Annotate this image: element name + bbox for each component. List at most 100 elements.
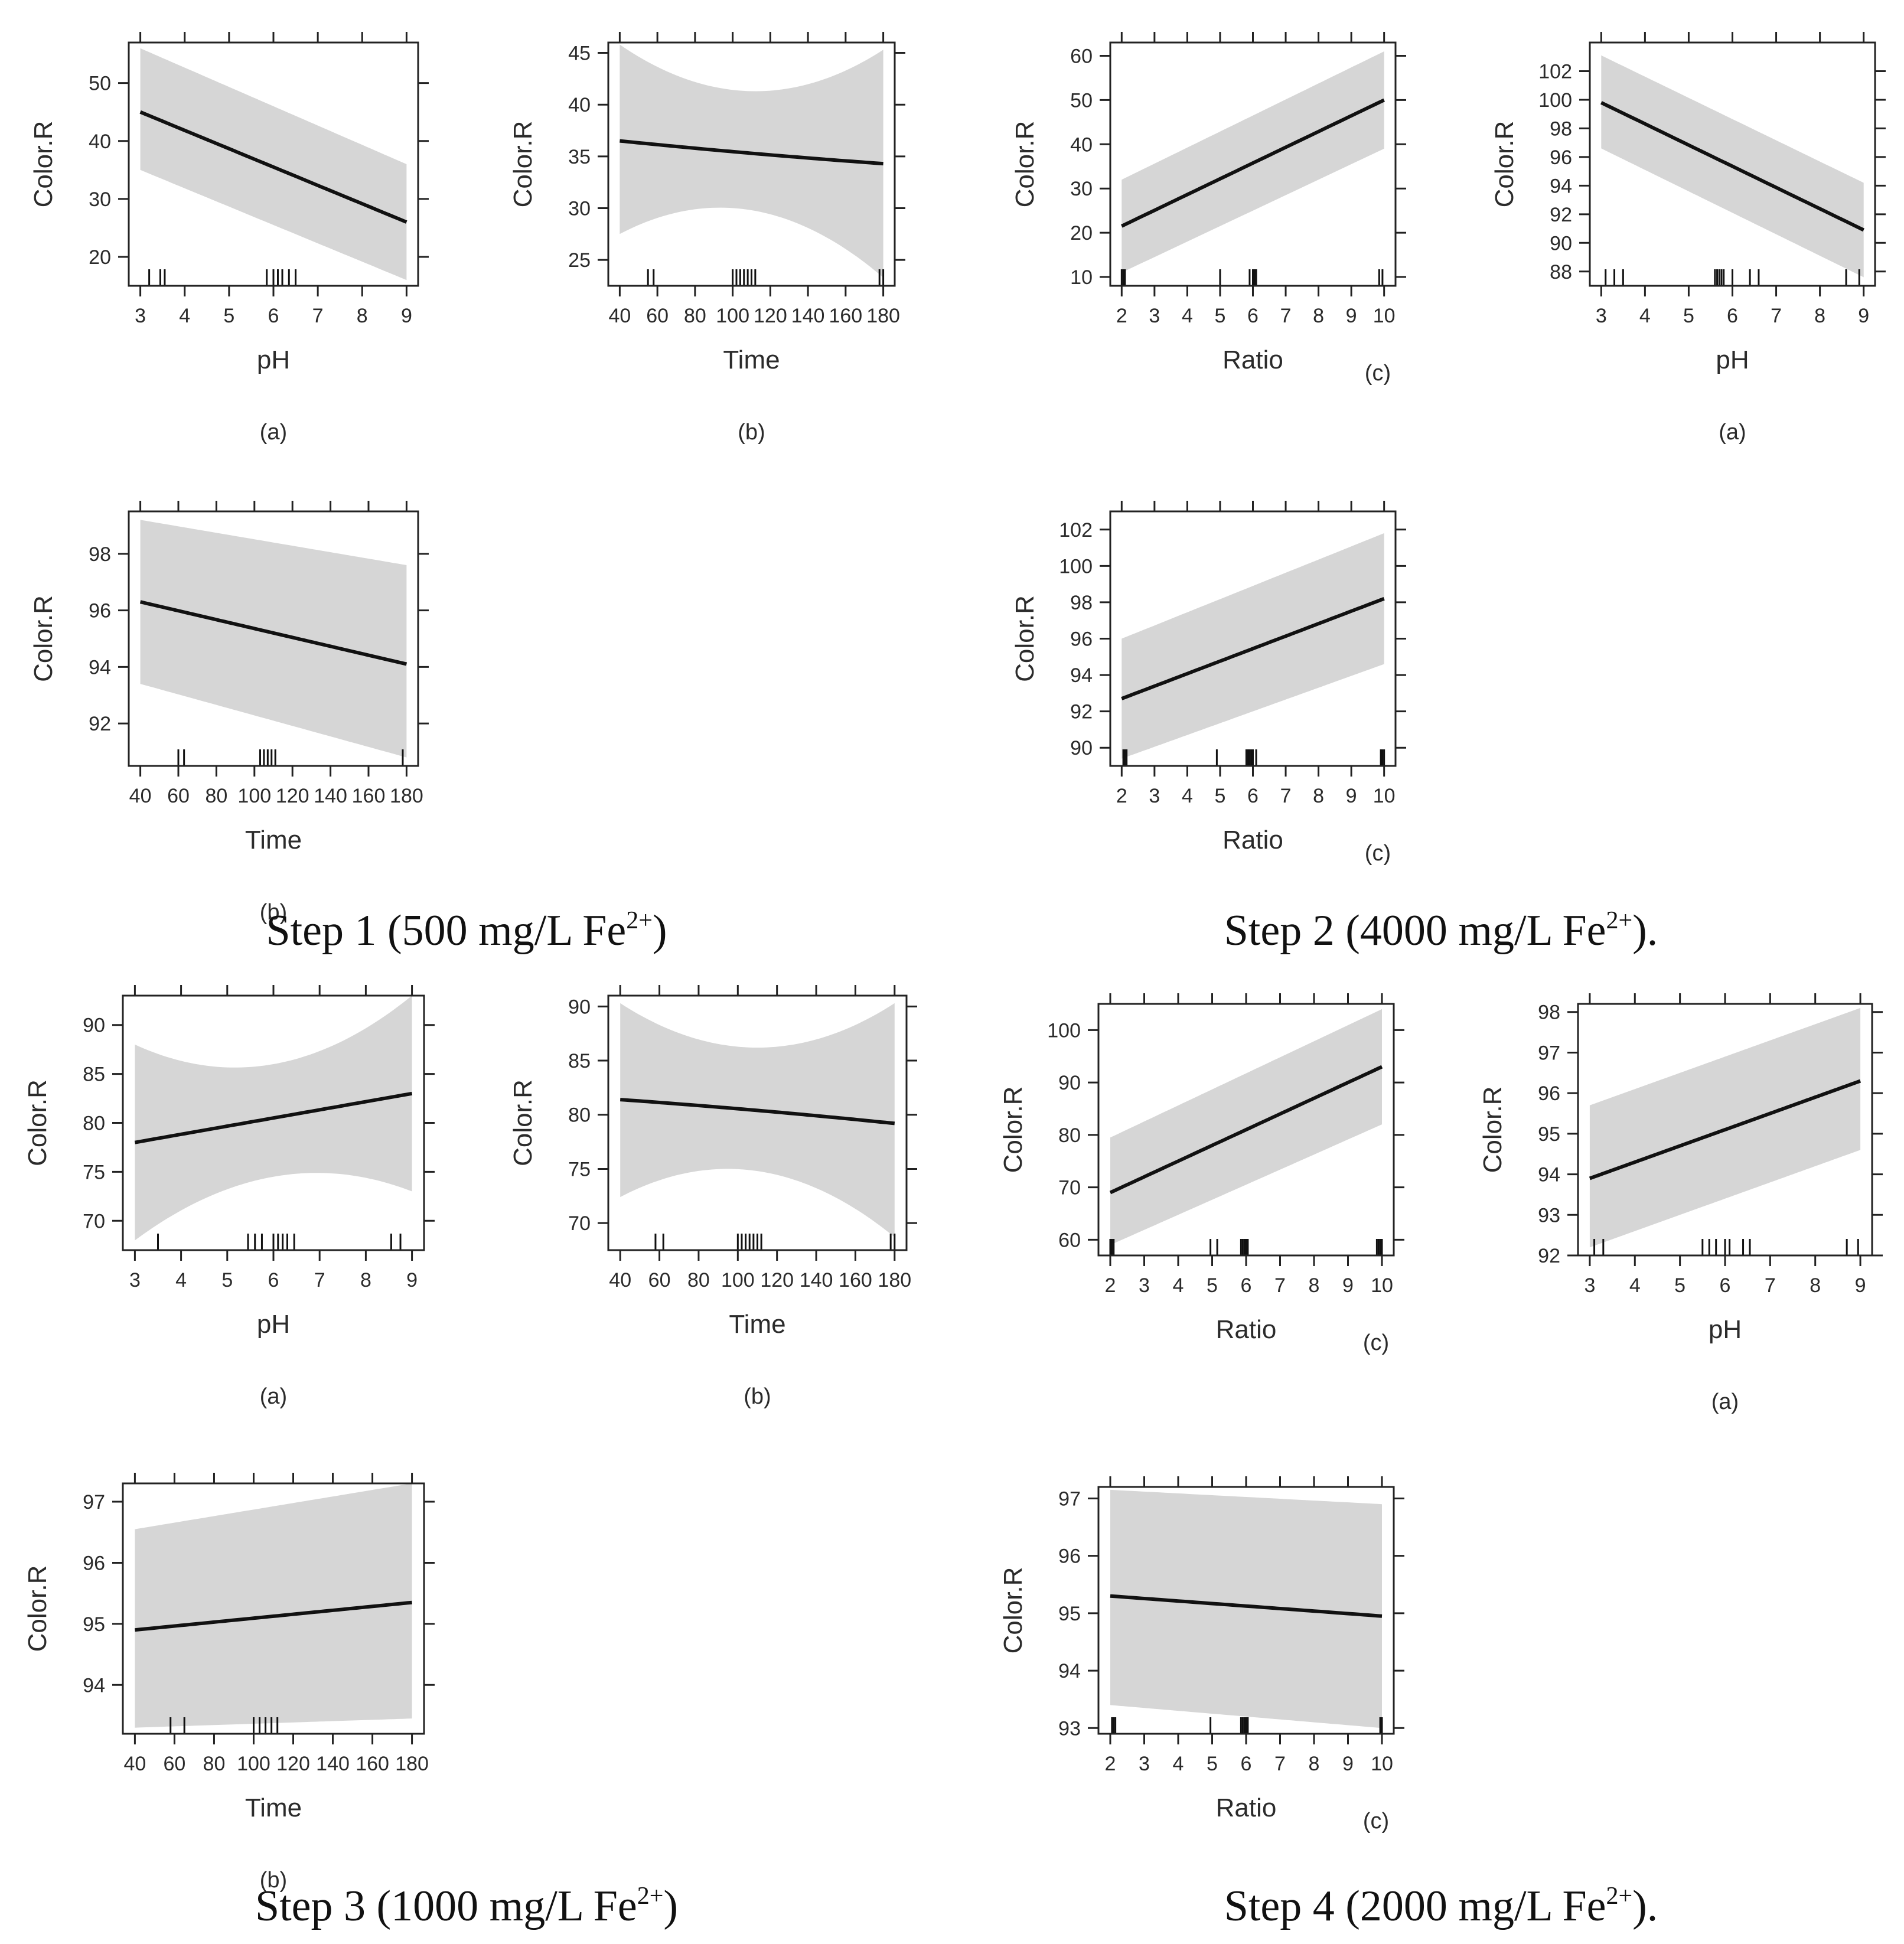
x-tick-label: 160: [829, 305, 862, 327]
y-axis-label: Color.R: [508, 1079, 537, 1166]
y-axis-label: Color.R: [1490, 121, 1519, 208]
y-tick-label: 96: [89, 600, 111, 622]
x-tick-label: 6: [1241, 1274, 1252, 1297]
x-tick-label: 3: [129, 1269, 141, 1291]
chart-step3-a: 3 4 5 6 7 8 9 pH 70 75 80 85 90 Color.R (a): [23, 985, 435, 1409]
y-tick-label: 90: [568, 996, 591, 1018]
x-tick-label: 60: [648, 1269, 671, 1291]
y-tick-label: 92: [1538, 1245, 1560, 1267]
x-axis-label: Time: [723, 345, 780, 374]
rug-marks: [654, 1234, 896, 1250]
panel-label: (c): [1363, 1809, 1389, 1834]
fit-line: [620, 139, 883, 166]
x-tick-label: 2: [1105, 1753, 1116, 1775]
rug-marks: [169, 1717, 279, 1734]
x-tick-label: 5: [1674, 1274, 1685, 1297]
confidence-band: [1121, 533, 1384, 759]
y-tick-label: 20: [89, 246, 111, 269]
rug-marks: [1122, 749, 1385, 766]
y-tick-label: 88: [1550, 261, 1572, 283]
y-axis-label: Color.R: [23, 1079, 52, 1166]
x-tick-label: 80: [205, 785, 227, 807]
x-tick-label: 7: [1274, 1753, 1286, 1775]
panel-label: (c): [1363, 1330, 1389, 1355]
x-tick-label: 9: [1858, 305, 1869, 327]
y-axis-label: Color.R: [1010, 121, 1039, 208]
x-tick-label: 6: [1720, 1274, 1731, 1297]
y-tick-label: 95: [1058, 1603, 1081, 1625]
x-tick-label: 3: [1139, 1274, 1150, 1297]
x-tick-label: 3: [1139, 1753, 1150, 1775]
confidence-band: [620, 44, 883, 278]
x-tick-label: 3: [1149, 785, 1160, 807]
y-tick-label: 98: [1538, 1002, 1560, 1024]
x-tick-label: 9: [1342, 1753, 1354, 1775]
y-tick-label: 100: [1538, 89, 1572, 112]
x-tick-label: 4: [1173, 1274, 1184, 1297]
confidence-band: [140, 48, 407, 280]
x-axis-label: Time: [729, 1310, 785, 1339]
x-axis: 2 3 4 5 6 7 8 9 10 Ratio: [1116, 32, 1396, 374]
x-tick-label: 8: [357, 305, 368, 327]
x-tick-label: 10: [1371, 1274, 1393, 1297]
y-tick-label: 90: [1058, 1072, 1081, 1094]
x-tick-label: 9: [1346, 305, 1357, 327]
x-tick-label: 60: [164, 1753, 186, 1775]
y-tick-label: 94: [1550, 175, 1572, 197]
chart-step2-b: 40 60 80 100 120 140 160 180 Time 92 94 96 98 Color.R…: [29, 501, 429, 925]
x-tick-label: 5: [1214, 305, 1225, 327]
x-tick-label: 4: [1182, 305, 1193, 327]
fit-line: [1121, 596, 1385, 700]
panel-label: (a): [260, 1384, 287, 1409]
y-tick-label: 96: [1070, 628, 1093, 651]
y-tick-label: 102: [1059, 519, 1093, 542]
x-tick-label: 8: [1309, 1753, 1320, 1775]
y-tick-label: 30: [1070, 178, 1093, 200]
x-tick-label: 140: [791, 305, 825, 327]
x-axis-label: pH: [1709, 1315, 1742, 1344]
x-tick-label: 2: [1105, 1274, 1116, 1297]
x-tick-label: 80: [203, 1753, 226, 1775]
x-axis-label: pH: [257, 345, 290, 374]
x-tick-label: 40: [123, 1753, 146, 1775]
x-tick-label: 5: [221, 1269, 233, 1291]
plot-frame: [607, 994, 908, 1251]
x-tick-label: 140: [316, 1753, 350, 1775]
chart-step2-c: 2 3 4 5 6 7 8 9 10 Ratio 90 92 94 96 98 100 102 Color.R (c…: [1010, 501, 1406, 866]
x-tick-label: 5: [1683, 305, 1694, 327]
confidence-band: [620, 1003, 895, 1237]
x-tick-label: 4: [1173, 1753, 1184, 1775]
fit-line: [620, 1098, 895, 1126]
y-axis-label: Color.R: [1478, 1087, 1507, 1173]
y-tick-label: 100: [1047, 1019, 1081, 1042]
x-axis-label: pH: [1716, 345, 1749, 374]
rug-marks: [1120, 269, 1384, 286]
x-tick-label: 3: [1584, 1274, 1595, 1297]
x-tick-label: 8: [1313, 305, 1324, 327]
x-tick-label: 5: [223, 305, 234, 327]
fit-line: [1120, 98, 1385, 228]
x-axis-label: Ratio: [1216, 1315, 1277, 1344]
step-4-caption: Step 4 (2000 mg/L Fe2+).: [1224, 1882, 1658, 1930]
x-tick-label: 9: [1346, 785, 1357, 807]
y-tick-label: 96: [83, 1552, 105, 1574]
x-axis: 40 60 80 100 120 140 160 180 Time: [608, 32, 900, 374]
x-tick-label: 2: [1116, 785, 1127, 807]
fit-line: [139, 600, 407, 666]
y-tick-label: 90: [83, 1015, 105, 1037]
x-tick-label: 100: [237, 1753, 270, 1775]
rug-marks: [148, 269, 297, 286]
y-tick-label: 75: [83, 1161, 105, 1183]
confidence-band: [135, 1483, 412, 1728]
chart-step3-c: 2 3 4 5 6 7 8 9 10 Ratio 60 70 80 90 100 Color.R (c): [999, 993, 1404, 1355]
y-axis: 94 95 96 97 Color.R: [23, 1491, 435, 1697]
rug-marks: [177, 749, 404, 766]
step-1-caption: Step 1 (500 mg/L Fe2+): [266, 906, 667, 955]
x-tick-label: 9: [1342, 1274, 1354, 1297]
x-tick-label: 120: [754, 305, 787, 327]
y-tick-label: 80: [568, 1104, 591, 1127]
x-tick-label: 100: [716, 305, 749, 327]
x-axis: 40 60 80 100 120 140 160 180 Time: [129, 501, 423, 854]
panel-label: (c): [1365, 841, 1391, 866]
